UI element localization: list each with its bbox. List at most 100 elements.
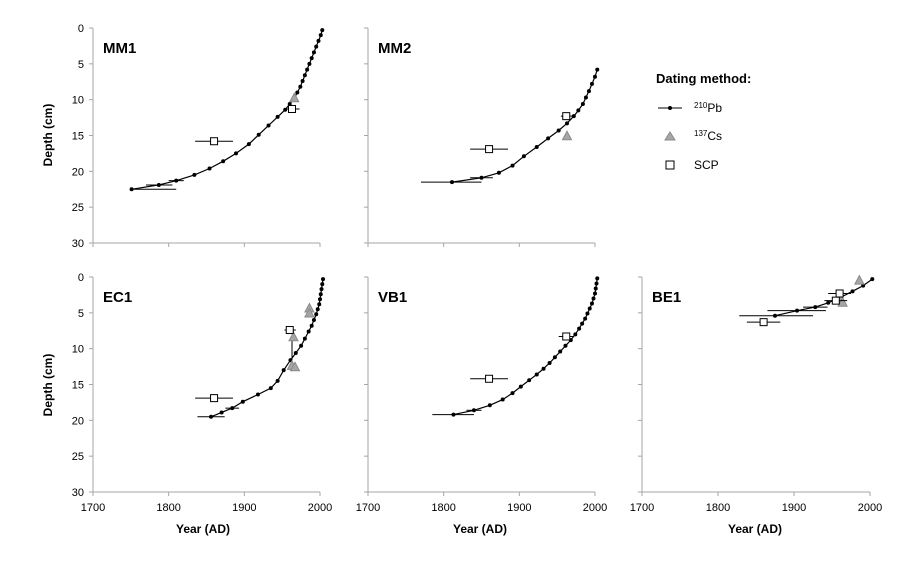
vb1-scp-point bbox=[562, 332, 571, 341]
ec1-210pb-point bbox=[268, 386, 273, 391]
ec1-210pb-point bbox=[320, 282, 325, 287]
ec1-y-tick-label: 15 bbox=[72, 380, 84, 392]
be1-137cs-point bbox=[837, 296, 848, 307]
legend-cs-triangle bbox=[664, 131, 676, 141]
ec1-210pb-point bbox=[319, 287, 324, 292]
vb1-210pb-point bbox=[563, 343, 568, 348]
ec1-210pb-point bbox=[219, 410, 224, 415]
panel-be1: 1700 1800 1900 2000 BE1 bbox=[630, 274, 882, 514]
mm2-137cs-point bbox=[561, 130, 573, 141]
ec1-210pb-point bbox=[318, 297, 322, 302]
mm1-scp-point bbox=[288, 104, 297, 113]
mm1-210pb-point bbox=[300, 79, 305, 84]
vb1-210pb-point bbox=[518, 384, 523, 389]
panel-mm1: 0 5 10 15 20 25 30 MM1 bbox=[72, 23, 325, 250]
mm1-y-tick-label: 25 bbox=[72, 202, 84, 214]
mm1-210pb-point bbox=[318, 33, 323, 38]
panel-ec1: 0 5 10 15 20 25 30 1700 1800 1900 2000 EC1 bbox=[72, 272, 332, 514]
legend-pb-sup: 210 bbox=[694, 101, 708, 110]
legend-title: Dating method: bbox=[656, 71, 751, 86]
be1-scp-point bbox=[759, 318, 768, 327]
mm1-scp-point bbox=[210, 137, 219, 146]
ec1-210pb-point bbox=[255, 392, 260, 397]
mm2-210pb-point bbox=[586, 89, 591, 94]
legend-cs-label: 137Cs bbox=[694, 129, 722, 143]
ec1-y-tick-label: 30 bbox=[72, 487, 84, 499]
ec1-210pb-point bbox=[209, 414, 214, 419]
ec1-x-tick-label: 1800 bbox=[156, 502, 180, 514]
mm1-210pb-point bbox=[266, 123, 271, 128]
legend-pb-dot bbox=[668, 106, 672, 110]
mm2-panel-title: MM2 bbox=[378, 40, 411, 57]
mm1-137cs-point bbox=[288, 92, 300, 103]
vb1-210pb-point bbox=[471, 408, 476, 413]
ec1-210pb-point bbox=[306, 329, 311, 334]
mm1-210pb-point bbox=[305, 67, 310, 72]
ec1-210pb-point bbox=[314, 312, 319, 317]
legend-cs-base: Cs bbox=[707, 129, 722, 143]
panels-layer: 0 5 10 15 20 25 30 MM1 MM2 0 5 10 15 20 25 30 1700 1800 19… bbox=[72, 23, 882, 514]
ec1-x-tick-label: 2000 bbox=[308, 502, 332, 514]
be1-210pb-point bbox=[813, 305, 818, 310]
mm1-210pb-point bbox=[283, 107, 288, 112]
mm2-scp-point bbox=[485, 145, 494, 154]
ec1-y-tick-label: 0 bbox=[78, 272, 84, 284]
ec1-137cs-point bbox=[289, 361, 301, 372]
mm1-y-tick-label: 10 bbox=[72, 95, 84, 107]
mm1-y-tick-label: 20 bbox=[72, 166, 84, 178]
mm1-210pb-point bbox=[174, 178, 179, 183]
ec1-210pb-point bbox=[299, 343, 304, 348]
ec1-scp-point bbox=[210, 394, 219, 403]
x-axis-title-vb1: Year (AD) bbox=[453, 522, 507, 536]
vb1-x-tick-label: 1700 bbox=[356, 502, 380, 514]
mm2-210pb-point bbox=[556, 128, 561, 133]
be1-137cs-point bbox=[854, 274, 865, 285]
ec1-210pb-point bbox=[309, 323, 314, 328]
vb1-210pb-point bbox=[593, 291, 597, 296]
vb1-210pb-point bbox=[541, 366, 546, 371]
ec1-210pb-point bbox=[281, 368, 286, 373]
vb1-210pb-point bbox=[580, 321, 585, 326]
y-axis-title-bottom: Depth (cm) bbox=[41, 354, 55, 417]
mm2-scp-point bbox=[562, 112, 571, 121]
mm1-210pb-point bbox=[192, 172, 197, 177]
x-axis-title-be1: Year (AD) bbox=[728, 522, 782, 536]
mm2-210pb-point bbox=[449, 180, 454, 185]
mm1-210pb-point bbox=[129, 187, 134, 192]
panel-vb1: 1700 1800 1900 2000 VB1 bbox=[356, 276, 607, 514]
ec1-scp-point bbox=[285, 326, 294, 335]
ec1-137cs-point bbox=[288, 331, 299, 342]
mm2-210pb-point bbox=[534, 144, 539, 149]
vb1-210pb-point bbox=[573, 332, 578, 337]
ec1-210pb-point bbox=[321, 277, 326, 282]
mm1-210pb-point bbox=[156, 182, 161, 187]
mm1-y-tick-label: 15 bbox=[72, 131, 84, 143]
ec1-panel-title: EC1 bbox=[103, 289, 132, 306]
vb1-x-tick-label: 1800 bbox=[431, 502, 455, 514]
mm1-210pb-point bbox=[295, 90, 300, 95]
ec1-210pb-point bbox=[275, 378, 280, 383]
be1-scp-point bbox=[835, 289, 844, 298]
mm1-y-tick-label: 30 bbox=[72, 238, 84, 250]
vb1-210pb-point bbox=[595, 276, 600, 281]
vb1-210pb-line bbox=[453, 278, 598, 416]
mm1-y-tick-label: 0 bbox=[78, 23, 84, 35]
mm2-210pb-point bbox=[521, 154, 526, 159]
mm2-210pb-point bbox=[580, 101, 585, 106]
ec1-x-tick-label: 1900 bbox=[232, 502, 256, 514]
mm2-210pb-point bbox=[565, 121, 570, 126]
ec1-210pb-point bbox=[230, 406, 235, 411]
mm1-210pb-point bbox=[207, 166, 212, 171]
mm1-210pb-point bbox=[221, 159, 226, 164]
ec1-x-tick-label: 1700 bbox=[81, 502, 105, 514]
ec1-y-tick-label: 5 bbox=[78, 308, 84, 320]
mm1-210pb-point bbox=[298, 84, 303, 89]
vb1-210pb-point bbox=[577, 326, 582, 331]
mm2-210pb-point bbox=[479, 175, 484, 180]
be1-210pb-point bbox=[795, 308, 800, 313]
mm2-210pb-line bbox=[451, 69, 598, 183]
vb1-210pb-point bbox=[510, 391, 515, 396]
mm1-210pb-point bbox=[314, 44, 319, 49]
mm1-210pb-point bbox=[302, 73, 307, 78]
ec1-210pb-point bbox=[240, 399, 245, 404]
